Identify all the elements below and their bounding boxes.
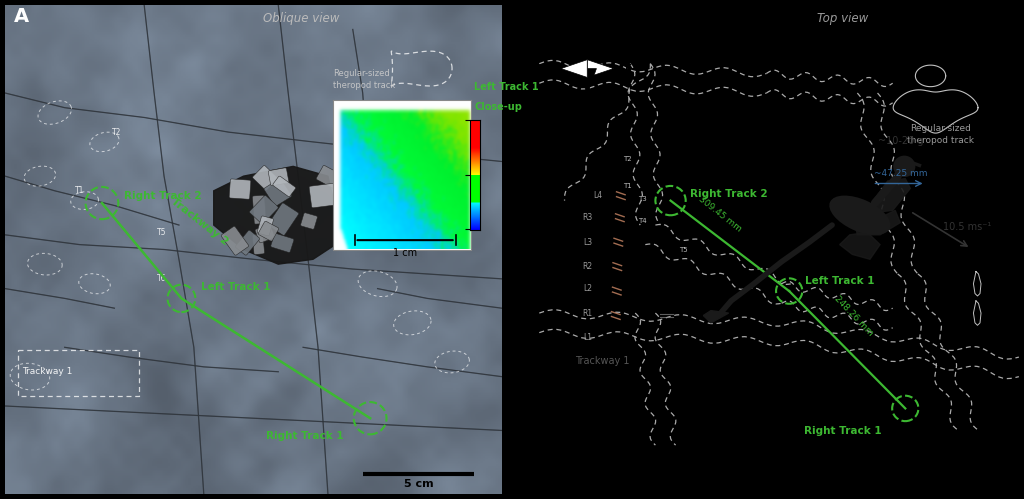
FancyBboxPatch shape — [270, 234, 294, 252]
Text: Top view: Top view — [817, 12, 868, 25]
Text: 1 cm: 1 cm — [392, 248, 417, 257]
Text: T6: T6 — [157, 274, 166, 283]
FancyBboxPatch shape — [252, 234, 264, 254]
Text: E: E — [625, 63, 632, 73]
Polygon shape — [587, 60, 613, 77]
FancyBboxPatch shape — [221, 226, 249, 255]
Polygon shape — [214, 166, 343, 264]
Polygon shape — [561, 60, 587, 77]
FancyBboxPatch shape — [253, 166, 278, 191]
FancyBboxPatch shape — [301, 213, 317, 229]
Circle shape — [893, 156, 915, 177]
Text: Trackway 1: Trackway 1 — [574, 356, 629, 366]
Text: ~47.25 mm: ~47.25 mm — [874, 169, 928, 178]
FancyBboxPatch shape — [272, 176, 296, 197]
Text: N: N — [583, 24, 592, 34]
Text: ~10-20 g: ~10-20 g — [878, 136, 923, 146]
FancyBboxPatch shape — [250, 196, 279, 224]
Text: Regular-sized
theropod track: Regular-sized theropod track — [907, 124, 974, 145]
Text: B: B — [525, 7, 540, 26]
FancyBboxPatch shape — [264, 179, 292, 206]
Text: L2: L2 — [584, 284, 592, 293]
Text: R1: R1 — [583, 308, 592, 317]
Text: T3: T3 — [638, 196, 647, 202]
FancyBboxPatch shape — [236, 230, 260, 255]
Text: Right Track 2: Right Track 2 — [690, 189, 767, 199]
Ellipse shape — [829, 196, 891, 235]
Text: R2: R2 — [583, 262, 592, 271]
Text: L4: L4 — [593, 191, 602, 200]
Polygon shape — [703, 310, 729, 323]
Text: 248.26 mm: 248.26 mm — [833, 294, 874, 337]
FancyBboxPatch shape — [257, 216, 273, 236]
Text: T2: T2 — [624, 157, 632, 163]
Text: Right Track 1: Right Track 1 — [804, 426, 882, 436]
Text: 0: 0 — [599, 486, 605, 495]
Text: Left Track 1: Left Track 1 — [805, 276, 874, 286]
Text: Regular-sized
theropod track: Regular-sized theropod track — [333, 69, 395, 90]
FancyBboxPatch shape — [255, 225, 274, 243]
Text: S: S — [584, 103, 591, 113]
Text: T1: T1 — [75, 186, 84, 195]
Text: T1: T1 — [624, 183, 632, 190]
Text: 309.45 mm: 309.45 mm — [697, 195, 743, 234]
Text: L1: L1 — [584, 333, 592, 342]
Polygon shape — [840, 233, 880, 259]
Text: 5cm: 5cm — [683, 486, 703, 495]
FancyBboxPatch shape — [309, 183, 338, 208]
Text: Left Track 1: Left Track 1 — [202, 281, 270, 291]
Text: Right Track 2: Right Track 2 — [124, 191, 202, 201]
Text: Trackway 1: Trackway 1 — [23, 367, 73, 376]
Text: Oblique view: Oblique view — [263, 12, 340, 25]
FancyBboxPatch shape — [268, 168, 289, 186]
FancyBboxPatch shape — [268, 203, 299, 236]
Text: 10.5 ms⁻¹: 10.5 ms⁻¹ — [943, 222, 991, 232]
Polygon shape — [870, 179, 910, 213]
FancyBboxPatch shape — [252, 195, 266, 224]
Text: T2: T2 — [112, 128, 121, 137]
Text: Left Track 1: Left Track 1 — [474, 82, 539, 92]
Polygon shape — [855, 211, 900, 235]
Polygon shape — [579, 43, 596, 68]
Text: W: W — [539, 63, 550, 73]
Text: Close-up: Close-up — [474, 102, 522, 112]
Text: A: A — [14, 7, 30, 26]
Text: L3: L3 — [584, 238, 592, 247]
Text: T4: T4 — [639, 218, 647, 224]
Text: T5: T5 — [157, 228, 166, 237]
Polygon shape — [579, 68, 596, 94]
Text: R3: R3 — [582, 213, 592, 222]
Text: 5 cm: 5 cm — [403, 479, 433, 489]
Text: T5: T5 — [679, 247, 687, 253]
Text: Trackway 2: Trackway 2 — [169, 196, 230, 247]
FancyBboxPatch shape — [258, 221, 279, 241]
FancyBboxPatch shape — [229, 179, 251, 199]
Text: Right Track 1: Right Track 1 — [266, 431, 343, 441]
FancyBboxPatch shape — [316, 165, 347, 192]
